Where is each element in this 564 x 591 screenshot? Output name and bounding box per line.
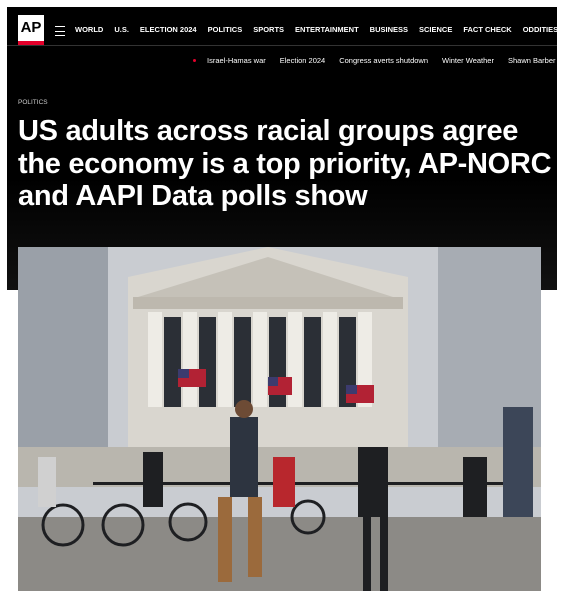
page: AP WORLD U.S. ELECTION 2024 POLITICS SPORTS E… [0, 0, 564, 591]
nav-link[interactable]: BUSINESS [370, 25, 408, 34]
section-label[interactable]: POLITICS [18, 99, 48, 106]
menu-button[interactable] [55, 26, 65, 36]
trending: Israel-Hamas war Election 2024 Congress av… [207, 56, 557, 65]
nav: WORLD U.S. ELECTION 2024 POLITICS SPORTS ENTE… [75, 25, 557, 34]
nav-link[interactable]: ODDITIES [523, 25, 557, 34]
trending-link[interactable]: Winter Weather [442, 56, 494, 65]
nav-link[interactable]: FACT CHECK [463, 25, 511, 34]
trending-link[interactable]: Congress averts shutdown [339, 56, 428, 65]
divider [7, 45, 557, 46]
trending-dot [193, 59, 196, 62]
nav-link[interactable]: SPORTS [253, 25, 284, 34]
nav-link[interactable]: POLITICS [208, 25, 243, 34]
photo[interactable] [18, 247, 541, 591]
headline-line: the economy is a top priority, AP-NORC [18, 148, 551, 181]
nav-link[interactable]: ELECTION 2024 [140, 25, 197, 34]
trending-link[interactable]: Israel-Hamas war [207, 56, 266, 65]
nav-link[interactable]: WORLD [75, 25, 103, 34]
headline-line: US adults across racial groups agree [18, 115, 551, 148]
headline-line: and AAPI Data polls show [18, 180, 551, 213]
nav-link[interactable]: SCIENCE [419, 25, 452, 34]
logo[interactable]: AP [18, 15, 44, 45]
trending-link[interactable]: Election 2024 [280, 56, 325, 65]
nav-link[interactable]: U.S. [114, 25, 129, 34]
trending-link[interactable]: Shawn Barber dies at 2 [508, 56, 557, 65]
nav-link[interactable]: ENTERTAINMENT [295, 25, 359, 34]
